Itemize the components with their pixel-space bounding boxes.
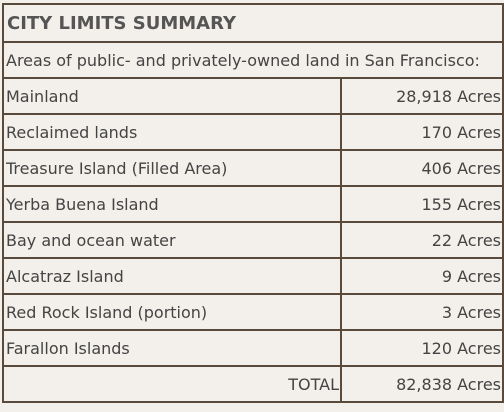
land-area-label: Yerba Buena Island bbox=[2, 185, 342, 223]
table-row: Alcatraz Island 9 Acres bbox=[2, 257, 504, 295]
land-area-label: Farallon Islands bbox=[2, 329, 342, 367]
land-area-label: Mainland bbox=[2, 77, 342, 115]
table-row: Red Rock Island (portion) 3 Acres bbox=[2, 293, 504, 331]
total-label: TOTAL bbox=[2, 365, 342, 403]
table-row: Yerba Buena Island 155 Acres bbox=[2, 185, 504, 223]
table-title: CITY LIMITS SUMMARY bbox=[2, 3, 504, 43]
total-value: 82,838 Acres bbox=[340, 365, 504, 403]
table-row: Farallon Islands 120 Acres bbox=[2, 329, 504, 367]
land-area-value: 120 Acres bbox=[340, 329, 504, 367]
land-area-value: 170 Acres bbox=[340, 113, 504, 151]
title-row: CITY LIMITS SUMMARY bbox=[2, 3, 504, 43]
land-area-label: Treasure Island (Filled Area) bbox=[2, 149, 342, 187]
table-row: Bay and ocean water 22 Acres bbox=[2, 221, 504, 259]
total-row: TOTAL 82,838 Acres bbox=[2, 365, 504, 403]
land-area-value: 155 Acres bbox=[340, 185, 504, 223]
table-subtitle: Areas of public- and privately-owned lan… bbox=[2, 41, 504, 79]
land-area-value: 406 Acres bbox=[340, 149, 504, 187]
city-limits-summary-table: CITY LIMITS SUMMARY Areas of public- and… bbox=[2, 3, 504, 403]
land-area-value: 22 Acres bbox=[340, 221, 504, 259]
subtitle-row: Areas of public- and privately-owned lan… bbox=[2, 41, 504, 79]
table-row: Reclaimed lands 170 Acres bbox=[2, 113, 504, 151]
land-area-label: Alcatraz Island bbox=[2, 257, 342, 295]
table-row: Treasure Island (Filled Area) 406 Acres bbox=[2, 149, 504, 187]
land-area-value: 3 Acres bbox=[340, 293, 504, 331]
land-area-label: Red Rock Island (portion) bbox=[2, 293, 342, 331]
land-area-label: Reclaimed lands bbox=[2, 113, 342, 151]
land-area-value: 9 Acres bbox=[340, 257, 504, 295]
land-area-value: 28,918 Acres bbox=[340, 77, 504, 115]
land-area-label: Bay and ocean water bbox=[2, 221, 342, 259]
table-row: Mainland 28,918 Acres bbox=[2, 77, 504, 115]
